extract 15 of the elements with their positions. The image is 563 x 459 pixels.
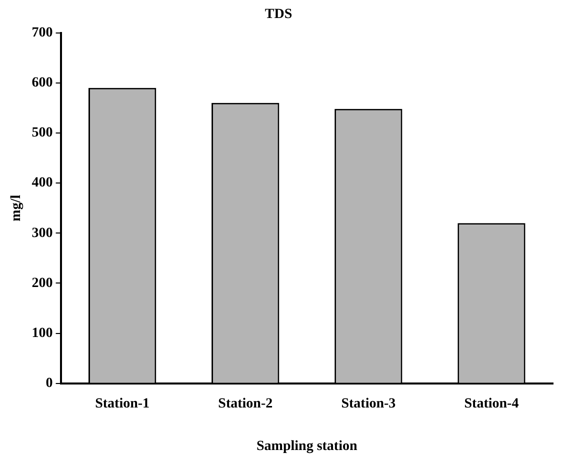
y-tick-label: 100: [32, 326, 53, 341]
y-tick-label: 700: [32, 25, 53, 40]
x-tick-label: Station-3: [341, 396, 396, 412]
y-tick-label: 200: [32, 276, 53, 291]
chart-title: TDS: [264, 7, 292, 22]
y-axis-title: mg/l: [9, 194, 24, 222]
x-axis-title: Sampling station: [256, 439, 358, 454]
y-tick-label: 500: [32, 126, 53, 141]
x-tick-label: Station-4: [464, 396, 519, 412]
y-tick-label: 400: [32, 176, 53, 191]
x-tick-label: Station-1: [95, 396, 150, 412]
y-tick-label: 0: [46, 376, 53, 392]
y-tick-label: 600: [32, 75, 53, 90]
x-tick-label: Station-2: [218, 396, 273, 412]
y-tick-label: 300: [32, 226, 53, 241]
